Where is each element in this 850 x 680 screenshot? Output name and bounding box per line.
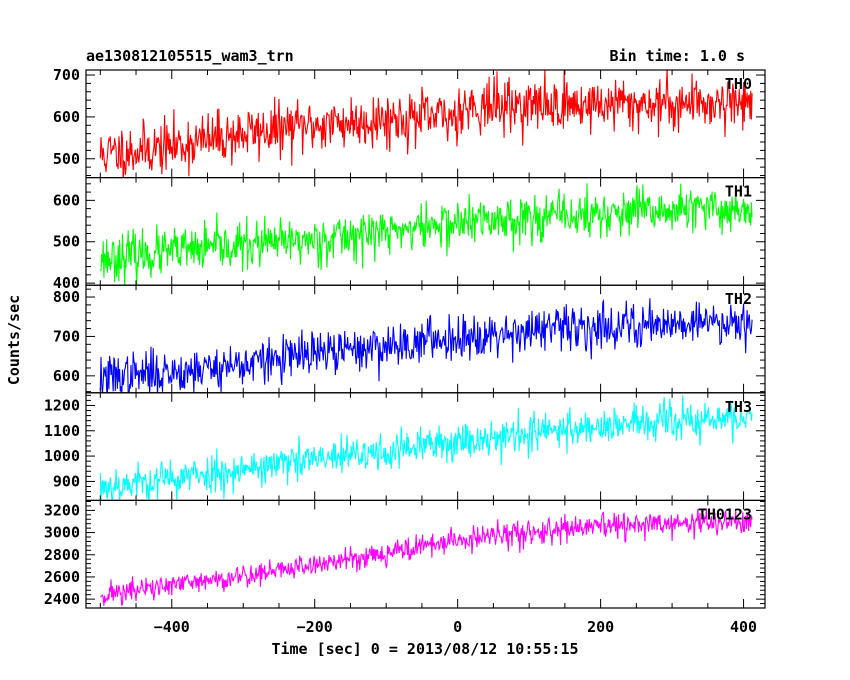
y-tick-label: 1100 [44, 422, 80, 440]
y-tick-label: 1000 [44, 447, 80, 465]
panels-layer: 500 600 700 TH0 400 500 600 TH1 600 700 800 TH2 900 1… [44, 66, 766, 636]
x-tick-label: 0 [453, 618, 462, 636]
y-tick-label: 700 [53, 327, 80, 345]
series-line-th1 [99, 183, 753, 286]
panel-label: TH2 [725, 290, 752, 308]
x-tick-label: 400 [730, 618, 757, 636]
panel-label: TH0 [725, 75, 752, 93]
y-tick-label: 800 [53, 288, 80, 306]
y-tick-label: 600 [53, 108, 80, 126]
y-tick-label: 600 [53, 191, 80, 209]
y-tick-label: 600 [53, 367, 80, 385]
y-tick-label: 3000 [44, 524, 80, 542]
y-tick-label: 2800 [44, 546, 80, 564]
y-tick-label: 3200 [44, 501, 80, 519]
y-tick-label: 900 [53, 472, 80, 490]
series-line-th0123 [100, 508, 753, 607]
y-tick-label: 500 [53, 233, 80, 251]
series-line-th0 [99, 70, 753, 178]
y-tick-label: 500 [53, 150, 80, 168]
panel-label: TH1 [725, 183, 752, 201]
y-axis-label: Counts/sec [5, 295, 23, 385]
y-tick-label: 2600 [44, 568, 80, 586]
panel-label: TH3 [725, 398, 752, 416]
x-tick-label: −200 [297, 618, 333, 636]
y-tick-label: 1200 [44, 396, 80, 414]
series-line-th3 [99, 394, 753, 501]
panel-th0123: 2400 2600 2800 3000 3200 TH0123 [44, 499, 766, 609]
bin-time-label: Bin time: 1.0 s [610, 47, 745, 65]
panel-th3: 900 1000 1100 1200 TH3 [44, 392, 766, 501]
panel-th0: 500 600 700 TH0 [53, 66, 766, 179]
x-tick-label: −400 [154, 618, 190, 636]
chart-title: ae130812105515_wam3_trn [86, 47, 294, 65]
y-tick-label: 400 [53, 274, 80, 292]
y-tick-label: 700 [53, 66, 80, 84]
x-axis-label: Time [sec] 0 = 2013/08/12 10:55:15 [271, 640, 578, 658]
series-line-th2 [99, 298, 753, 393]
x-tick-label: 200 [587, 618, 614, 636]
y-tick-label: 2400 [44, 590, 80, 608]
panel-label: TH0123 [698, 505, 752, 523]
panel-frame [85, 499, 766, 609]
panel-th2: 600 700 800 TH2 [53, 284, 766, 394]
panel-th1: 400 500 600 TH1 [53, 177, 766, 292]
